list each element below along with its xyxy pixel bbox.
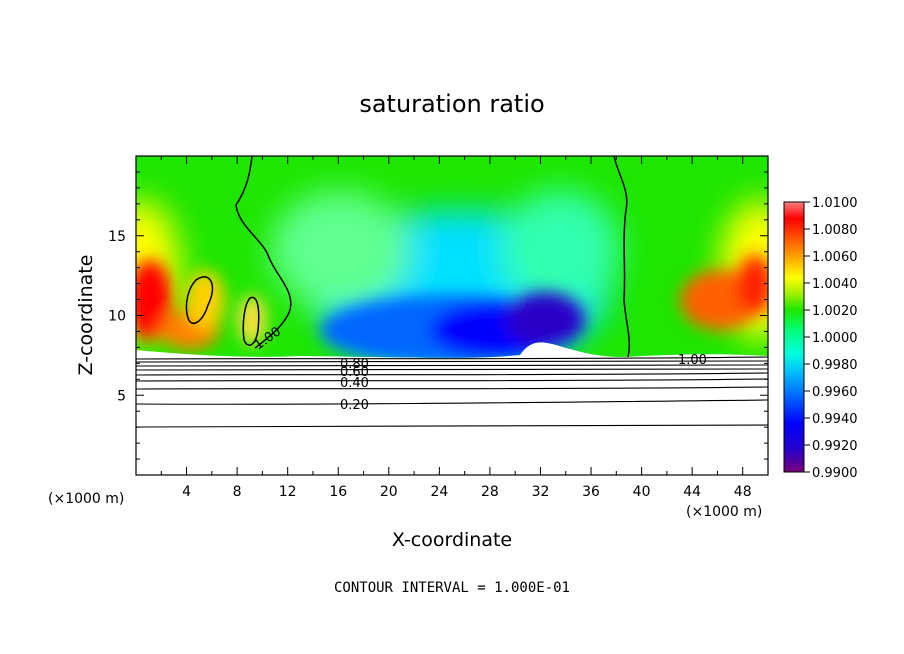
colorbar-label: 0.9900 [812, 466, 858, 481]
y-axis-label: Z-coordinate [75, 255, 97, 376]
y-tick-label: 5 [117, 388, 126, 404]
x-tick-label: 44 [683, 484, 701, 500]
colorbar-label: 1.0080 [812, 223, 858, 238]
contour-interval-footer: CONTOUR INTERVAL = 1.000E-01 [334, 580, 570, 596]
x-unit-left: (×1000 m) [48, 491, 124, 507]
colorbar: 1.0100 1.0080 1.0060 1.0040 1.0020 1.0000 0.99… [783, 196, 858, 481]
colorbar-label: 1.0000 [812, 331, 858, 346]
x-tick-label: 36 [582, 484, 600, 500]
x-tick-label: 28 [481, 484, 499, 500]
chart-title: saturation ratio [359, 90, 544, 118]
x-unit-right: (×1000 m) [686, 504, 762, 520]
colorbar-label: 0.9980 [812, 358, 858, 373]
contour-labels: 0.20 0.40 0.60 0.80 1.00 1.00 [252, 324, 707, 413]
x-tick-label: 20 [380, 484, 398, 500]
contour-label-1-00-right: 1.00 [678, 353, 707, 368]
colorbar-label: 0.9920 [812, 439, 858, 454]
contour-label-0-60: 0.60 [340, 365, 369, 380]
lower-contours [136, 356, 768, 428]
y-tick-label: 15 [108, 229, 126, 245]
x-tick-label: 32 [532, 484, 550, 500]
colorbar-label: 0.9940 [812, 412, 858, 427]
x-axis-ticks: 4 8 12 16 20 24 28 32 36 40 44 48 [160, 156, 752, 500]
contour-1-00-upper [185, 156, 631, 358]
colorbar-label: 0.9960 [812, 385, 858, 400]
x-axis-label: X-coordinate [392, 529, 512, 551]
x-tick-label: 24 [430, 484, 448, 500]
x-tick-label: 12 [279, 484, 297, 500]
x-tick-label: 40 [633, 484, 651, 500]
y-axis-ticks: 5 10 15 [108, 171, 768, 460]
colorbar-gradient [783, 201, 805, 473]
saturation-field [136, 156, 768, 358]
colorbar-ticks: 1.0100 1.0080 1.0060 1.0040 1.0020 1.0000 0.99… [804, 196, 858, 481]
x-tick-label: 48 [734, 484, 752, 500]
contour-label-0-80: 0.80 [340, 357, 369, 372]
y-tick-label: 10 [108, 309, 126, 325]
x-tick-label: 4 [182, 484, 191, 500]
colorbar-label: 1.0020 [812, 304, 858, 319]
x-tick-label: 8 [233, 484, 242, 500]
x-tick-label: 16 [329, 484, 347, 500]
colorbar-label: 1.0040 [812, 277, 858, 292]
contour-label-0-40: 0.40 [340, 376, 369, 391]
colorbar-label: 1.0100 [812, 196, 858, 211]
colorbar-label: 1.0060 [812, 250, 858, 265]
contour-label-0-20: 0.20 [340, 398, 369, 413]
